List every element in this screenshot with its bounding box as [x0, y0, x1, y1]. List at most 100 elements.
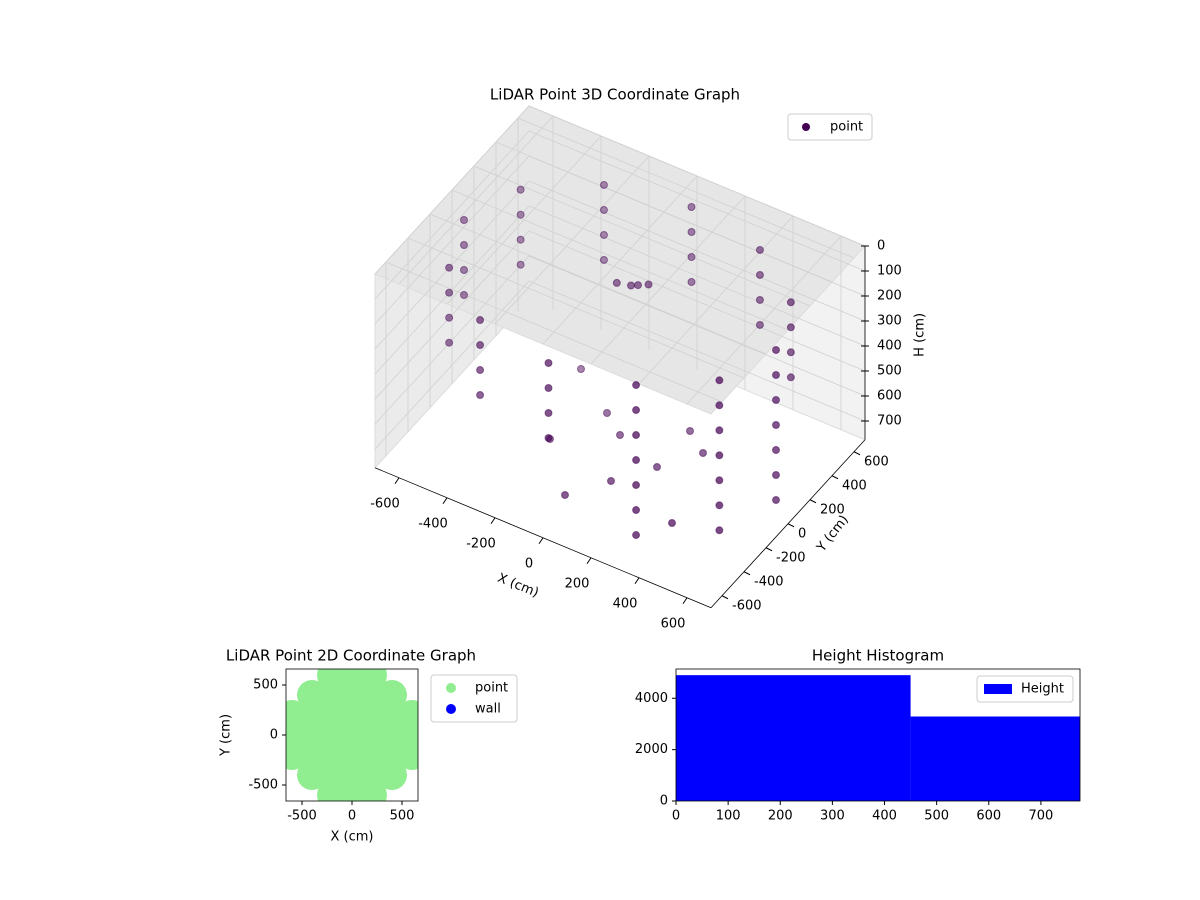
point	[476, 391, 485, 400]
point	[772, 446, 780, 454]
x-tick-label: 500	[390, 809, 415, 824]
grid-line	[528, 230, 866, 372]
y-tick-label: 200	[820, 502, 845, 517]
x-tick	[586, 557, 592, 565]
point	[632, 406, 641, 415]
point	[544, 384, 553, 392]
legend-label: Height	[1021, 682, 1064, 697]
point	[715, 376, 724, 385]
point	[460, 291, 468, 299]
point	[786, 348, 795, 357]
y-axis-label: Y (cm)	[219, 714, 234, 757]
point	[687, 228, 696, 236]
point	[715, 401, 724, 410]
chart-title: Height Histogram	[812, 647, 944, 665]
point	[772, 496, 780, 504]
point	[599, 230, 608, 239]
y-tick-label: 0	[798, 526, 806, 541]
grid-line	[528, 180, 866, 322]
y-tick-label: -500	[248, 778, 278, 793]
x-tick-label: 0	[525, 556, 533, 571]
point	[397, 740, 418, 770]
point	[687, 203, 696, 211]
y-tick-label: -600	[732, 598, 762, 613]
point	[627, 281, 635, 290]
grid-line	[451, 189, 789, 331]
x-tick-label: 100	[716, 809, 741, 824]
z-tick-label: 600	[877, 389, 902, 404]
x-tick-label: 700	[1028, 809, 1053, 824]
legend-label: point	[830, 120, 863, 135]
point	[460, 266, 468, 274]
point	[715, 451, 724, 460]
x-tick-label: 200	[565, 576, 590, 591]
chart-title: LiDAR Point 2D Coordinate Graph	[226, 647, 476, 665]
z-axis-label: H (cm)	[913, 313, 928, 357]
grid-line	[528, 205, 866, 347]
point	[668, 519, 676, 527]
point	[599, 205, 608, 214]
x-tick-label: 600	[976, 809, 1001, 824]
point	[644, 280, 653, 289]
x-tick-label: 200	[768, 809, 793, 824]
grid-line	[528, 280, 866, 422]
y-tick-label: 4000	[635, 691, 668, 706]
x-tick	[634, 577, 640, 585]
point	[772, 471, 780, 479]
point	[476, 341, 485, 350]
point	[603, 409, 611, 417]
y-tick-label: 400	[842, 478, 867, 493]
point	[755, 295, 764, 304]
grid-line	[374, 105, 530, 275]
grid-line	[374, 130, 530, 300]
point	[772, 396, 780, 404]
y-tick-label: 500	[253, 678, 278, 693]
point	[687, 278, 696, 286]
x-tick-label: 600	[661, 616, 686, 631]
plot-area	[286, 669, 418, 801]
y-tick	[831, 475, 839, 480]
point	[460, 241, 468, 249]
x-tick-label: -400	[418, 516, 448, 531]
point	[544, 409, 553, 417]
point	[599, 180, 608, 189]
point	[476, 366, 485, 375]
point	[632, 381, 641, 390]
y-tick-label: -200	[776, 550, 806, 565]
point	[445, 313, 454, 322]
point	[357, 780, 387, 801]
x-tick-label: 400	[613, 596, 638, 611]
grid-line	[528, 105, 866, 247]
legend-label: wall	[475, 702, 501, 717]
bar	[910, 716, 1080, 801]
grid-line	[407, 237, 745, 379]
y-tick	[809, 499, 817, 504]
grid-line	[528, 130, 866, 272]
point	[634, 281, 642, 290]
y-tick-label: 0	[270, 728, 278, 743]
x-tick-label: -200	[466, 536, 496, 551]
z-tick-label: 100	[877, 264, 902, 279]
point	[516, 260, 525, 269]
axis-line	[374, 467, 712, 609]
grid-line	[473, 165, 811, 307]
x-axis-label: X (cm)	[495, 571, 540, 601]
point	[632, 531, 641, 540]
point	[561, 491, 569, 499]
point	[715, 426, 724, 435]
point	[445, 263, 454, 272]
grid-line	[528, 155, 866, 297]
x-axis-label: X (cm)	[331, 830, 374, 845]
point	[460, 216, 468, 224]
point	[687, 253, 696, 261]
axis-line	[710, 439, 866, 609]
point	[516, 235, 525, 244]
point	[715, 526, 724, 535]
point	[516, 210, 525, 219]
point	[377, 760, 407, 790]
z-tick-label: 500	[877, 364, 902, 379]
grid-line	[374, 155, 530, 325]
point	[632, 431, 641, 440]
point	[476, 316, 485, 325]
y-tick	[743, 571, 751, 576]
